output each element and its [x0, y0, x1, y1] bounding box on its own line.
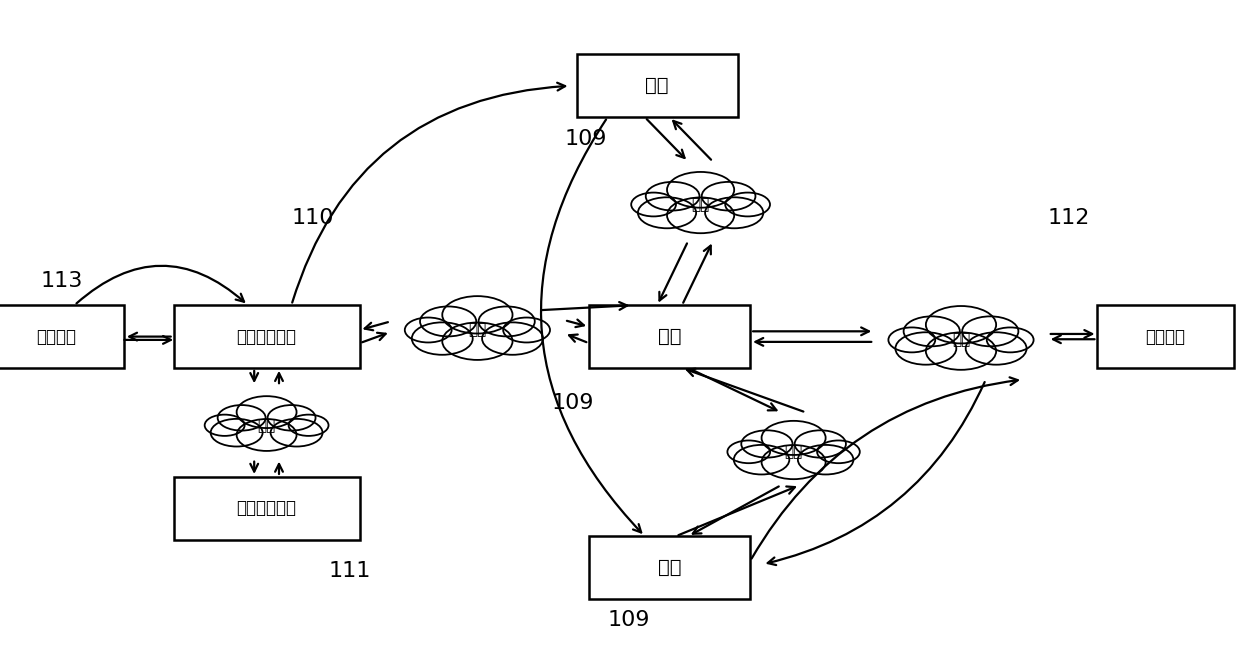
Circle shape [895, 332, 956, 365]
Circle shape [966, 332, 1027, 365]
Text: 109: 109 [564, 129, 606, 149]
Circle shape [237, 396, 296, 428]
Circle shape [479, 306, 534, 337]
Circle shape [667, 197, 734, 233]
Circle shape [904, 316, 960, 346]
Circle shape [795, 430, 846, 457]
Text: 基站: 基站 [646, 77, 668, 95]
Text: 网络: 网络 [258, 418, 275, 433]
Circle shape [742, 430, 792, 457]
Circle shape [211, 419, 263, 447]
Text: 网络: 网络 [952, 333, 970, 347]
Ellipse shape [885, 320, 1037, 360]
Circle shape [404, 317, 451, 343]
Circle shape [734, 445, 790, 475]
FancyBboxPatch shape [589, 536, 750, 599]
Circle shape [637, 197, 696, 228]
Circle shape [289, 414, 329, 436]
Circle shape [443, 296, 512, 333]
Ellipse shape [402, 310, 553, 350]
Circle shape [702, 182, 755, 211]
Text: 110: 110 [291, 208, 334, 228]
Text: 接收终端: 接收终端 [36, 327, 76, 346]
Text: 基站: 基站 [658, 558, 681, 577]
Circle shape [888, 327, 935, 352]
Ellipse shape [724, 434, 863, 470]
Text: 109: 109 [608, 610, 650, 630]
Circle shape [631, 193, 676, 216]
Circle shape [270, 419, 322, 447]
Circle shape [926, 306, 996, 343]
Circle shape [987, 327, 1034, 352]
Circle shape [706, 197, 764, 228]
Text: 数据库服务器: 数据库服务器 [237, 499, 296, 517]
Ellipse shape [202, 409, 331, 443]
FancyBboxPatch shape [174, 477, 360, 540]
Circle shape [728, 440, 770, 463]
Text: 智能终端: 智能终端 [1146, 327, 1185, 346]
Circle shape [205, 414, 244, 436]
Text: 网络: 网络 [785, 445, 802, 459]
Circle shape [237, 419, 296, 451]
FancyBboxPatch shape [174, 305, 360, 368]
FancyBboxPatch shape [589, 305, 750, 368]
FancyBboxPatch shape [0, 305, 124, 368]
Circle shape [761, 445, 826, 479]
Circle shape [268, 405, 315, 430]
Text: 109: 109 [552, 393, 594, 412]
Circle shape [725, 193, 770, 216]
Text: 网络: 网络 [469, 323, 486, 337]
Circle shape [443, 323, 512, 360]
Circle shape [420, 306, 476, 337]
Text: 基站: 基站 [658, 327, 681, 346]
Circle shape [667, 172, 734, 208]
FancyBboxPatch shape [577, 55, 738, 117]
Text: 113: 113 [41, 271, 83, 290]
Circle shape [962, 316, 1018, 346]
Text: 112: 112 [1048, 208, 1090, 228]
Text: 网络: 网络 [692, 197, 709, 212]
Circle shape [797, 445, 853, 475]
Circle shape [503, 317, 551, 343]
Text: 111: 111 [329, 561, 371, 581]
Circle shape [926, 333, 996, 370]
Circle shape [412, 322, 472, 355]
Circle shape [646, 182, 699, 211]
Circle shape [482, 322, 543, 355]
Circle shape [817, 440, 859, 463]
FancyBboxPatch shape [1097, 305, 1234, 368]
Circle shape [218, 405, 265, 430]
Circle shape [761, 421, 826, 455]
Text: 信号交换设备: 信号交换设备 [237, 327, 296, 346]
Ellipse shape [627, 185, 774, 224]
